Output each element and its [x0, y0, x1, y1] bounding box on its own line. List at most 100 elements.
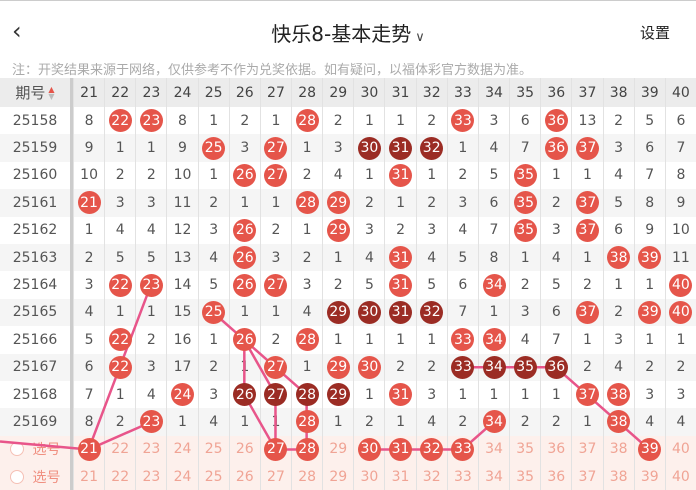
hit-cell: 30	[353, 134, 384, 162]
consecutive-ball: 33	[451, 355, 475, 379]
period-cell: 25166	[0, 326, 73, 354]
miss-count-cell: 9	[633, 216, 665, 244]
miss-count-cell: 1	[228, 189, 260, 217]
column-header-38: 38	[602, 78, 634, 107]
miss-count-cell: 7	[446, 298, 478, 327]
hit-ball: 31	[389, 273, 413, 297]
select-number-35[interactable]: 35	[509, 435, 540, 464]
miss-count-cell: 4	[291, 298, 322, 327]
miss-count-cell: 4	[135, 216, 166, 244]
column-header-31: 31	[384, 78, 415, 107]
selected-ball[interactable]: 31	[389, 437, 413, 461]
select-number-24[interactable]: 24	[166, 435, 197, 464]
miss-count-cell: 3	[291, 271, 322, 299]
hit-ball: 36	[544, 136, 568, 160]
select-number-21[interactable]: 21	[73, 435, 104, 464]
period-header[interactable]: 期号 ▲ ▼	[0, 78, 73, 107]
page-title-dropdown[interactable]: 快乐8-基本走势 ∨	[0, 18, 696, 47]
hit-cell: 35	[509, 353, 540, 381]
miss-count-cell: 3	[135, 189, 166, 217]
hit-cell: 40	[664, 271, 696, 299]
miss-count-cell: 2	[73, 243, 104, 272]
miss-count-cell: 11	[166, 189, 197, 217]
miss-count-cell: 3	[197, 216, 229, 244]
miss-count-cell: 1	[197, 326, 229, 354]
period-cell: 25164	[0, 271, 73, 299]
miss-count-cell: 5	[104, 243, 135, 272]
hit-ball: 28	[295, 109, 319, 133]
select-number-32[interactable]: 32	[415, 435, 447, 464]
select-number-31[interactable]: 31	[384, 435, 415, 464]
miss-count-cell: 2	[415, 353, 447, 381]
chevron-down-icon: ∨	[415, 30, 425, 45]
select-number-26[interactable]: 26	[228, 435, 260, 464]
hit-ball: 28	[295, 191, 319, 215]
table-row: 25168 7 1 4 24 3 26 27 28 29 1 31 3 1 1 1 1 37 38 3 3	[0, 380, 696, 409]
hit-cell: 28	[291, 326, 322, 354]
selected-ball[interactable]: 32	[420, 437, 444, 461]
miss-count-cell: 2	[664, 353, 696, 381]
hit-cell: 31	[384, 243, 415, 272]
settings-button[interactable]: 设置	[639, 24, 670, 42]
miss-count-cell: 1	[353, 161, 384, 190]
miss-count-cell: 4	[73, 298, 104, 327]
select-number-37[interactable]: 37	[571, 435, 602, 464]
selected-ball[interactable]: 27	[264, 437, 288, 461]
miss-count-cell: 4	[477, 134, 509, 162]
hit-ball: 29	[326, 355, 350, 379]
miss-count-cell: 2	[415, 107, 447, 135]
select-number-27[interactable]: 27	[259, 435, 291, 464]
period-cell: 25158	[0, 107, 73, 135]
hit-cell: 29	[322, 216, 353, 244]
hit-ball: 28	[295, 328, 319, 352]
miss-count-cell: 3	[259, 243, 291, 272]
select-number-40[interactable]: 40	[664, 435, 696, 464]
selected-ball[interactable]: 30	[357, 437, 381, 461]
hit-cell: 27	[259, 380, 291, 409]
hit-ball: 31	[389, 383, 413, 407]
select-number-34[interactable]: 34	[477, 435, 509, 464]
miss-count-cell: 6	[509, 107, 540, 135]
hit-cell: 27	[259, 271, 291, 299]
selected-ball[interactable]: 21	[77, 437, 101, 461]
table-row: 25166 5 22 2 16 1 26 2 28 1 1 1 1 33 34 4 7 1 3 1 1	[0, 326, 696, 354]
miss-count-cell: 14	[166, 271, 197, 299]
select-number-23[interactable]: 23	[135, 435, 166, 464]
select-number-29[interactable]: 29	[322, 435, 353, 464]
table-row: 25158 8 22 23 8 1 2 1 28 2 1 1 2 33 3 6 36 13 2 5 6	[0, 107, 696, 135]
back-button[interactable]: ‹	[12, 17, 22, 45]
miss-count-cell: 1	[259, 107, 291, 135]
miss-count-cell: 4	[415, 408, 447, 436]
radio-button[interactable]	[9, 442, 24, 457]
hit-ball: 25	[202, 136, 226, 160]
select-number-33[interactable]: 33	[446, 435, 478, 464]
select-number-36[interactable]: 36	[540, 435, 571, 464]
select-number-25[interactable]: 25	[197, 435, 229, 464]
hit-ball: 28	[295, 410, 319, 434]
select-number-28[interactable]: 28	[291, 435, 322, 464]
miss-count-cell: 2	[104, 408, 135, 436]
table-row: 25160 10 2 2 10 1 26 27 2 4 1 31 1 2 5 35 1 1 4 7 8	[0, 161, 696, 190]
hit-ball: 26	[233, 163, 257, 187]
consecutive-ball: 29	[326, 300, 350, 324]
selected-ball[interactable]: 33	[451, 437, 475, 461]
miss-count-cell: 2	[322, 107, 353, 135]
miss-count-cell: 2	[446, 161, 478, 190]
miss-count-cell: 2	[322, 271, 353, 299]
select-number-39[interactable]: 39	[633, 435, 665, 464]
miss-count-cell: 2	[384, 216, 415, 244]
miss-count-cell: 3	[353, 216, 384, 244]
hit-cell: 32	[415, 298, 447, 327]
hit-cell: 26	[228, 243, 260, 272]
select-number-22[interactable]: 22	[104, 435, 135, 464]
table-row: 25164 3 22 23 14 5 26 27 3 2 5 31 5 6 34 2 5 2 1 1 40	[0, 271, 696, 299]
select-number-30[interactable]: 30	[353, 435, 384, 464]
selected-ball[interactable]: 28	[295, 437, 319, 461]
select-number-38[interactable]: 38	[602, 435, 634, 464]
selected-ball[interactable]: 39	[638, 437, 662, 461]
miss-count-cell: 1	[135, 134, 166, 162]
hit-cell: 29	[322, 298, 353, 327]
miss-count-cell: 4	[540, 243, 571, 272]
hit-cell: 28	[291, 189, 322, 217]
select-row-label[interactable]: 选号	[0, 435, 73, 464]
